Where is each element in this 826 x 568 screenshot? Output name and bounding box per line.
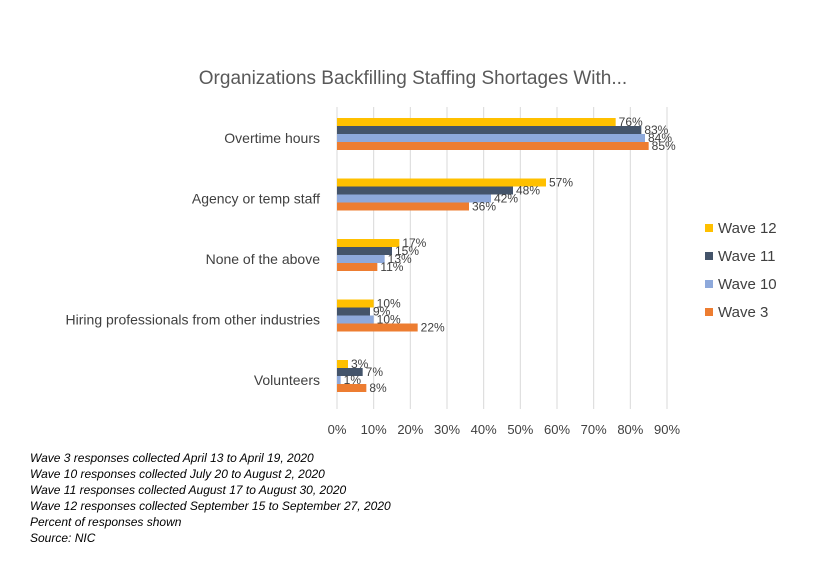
bar bbox=[337, 202, 469, 211]
legend-label: Wave 10 bbox=[718, 276, 777, 293]
bar-chart: 76%83%84%85%57%48%42%36%17%15%13%11%10%9… bbox=[66, 107, 777, 437]
data-label: 83% bbox=[644, 123, 668, 137]
data-label: 84% bbox=[648, 131, 672, 145]
legend-swatch bbox=[705, 252, 713, 260]
bar bbox=[337, 239, 400, 247]
data-label: 42% bbox=[494, 192, 518, 206]
legend[interactable]: Wave 12 Wave 11 Wave 10 Wave 3 bbox=[705, 220, 777, 321]
category-labels: Overtime hours Agency or temp staff None o… bbox=[66, 130, 321, 388]
gridlines bbox=[336, 107, 668, 409]
x-tick-label: 0% bbox=[328, 422, 347, 437]
chart-title: Organizations Backfilling Staffing Short… bbox=[198, 68, 628, 89]
footnotes: Wave 3 responses collected April 13 to A… bbox=[30, 450, 391, 546]
bar bbox=[337, 307, 370, 316]
footnote: Percent of responses shown bbox=[30, 515, 182, 529]
bar bbox=[337, 134, 645, 142]
data-label: 11% bbox=[380, 260, 403, 274]
footnote: Wave 11 responses collected August 17 to… bbox=[30, 483, 347, 497]
x-tick-label: 60% bbox=[544, 422, 570, 437]
x-tick-label: 50% bbox=[507, 422, 533, 437]
data-label: 17% bbox=[402, 236, 426, 250]
bar bbox=[337, 247, 392, 255]
footnote: Wave 3 responses collected April 13 to A… bbox=[30, 451, 314, 465]
legend-label: Wave 11 bbox=[718, 248, 776, 265]
bar bbox=[337, 263, 378, 271]
legend-label: Wave 3 bbox=[718, 304, 768, 321]
data-label: 36% bbox=[472, 200, 496, 214]
footnote: Wave 10 responses collected July 20 to A… bbox=[30, 467, 325, 481]
bar bbox=[337, 376, 341, 384]
bar bbox=[337, 299, 374, 308]
bar bbox=[337, 255, 385, 263]
bar bbox=[337, 186, 513, 195]
data-label: 3% bbox=[351, 357, 369, 371]
data-label: 76% bbox=[619, 115, 643, 129]
data-label: 9% bbox=[373, 305, 391, 319]
data-label: 10% bbox=[377, 297, 401, 311]
footnote: Source: NIC bbox=[30, 531, 96, 545]
legend-swatch bbox=[705, 224, 713, 232]
category-label: Agency or temp staff bbox=[192, 191, 320, 207]
category-label: Overtime hours bbox=[224, 130, 320, 146]
data-label: 13% bbox=[388, 252, 412, 266]
x-tick-label: 70% bbox=[581, 422, 607, 437]
bar bbox=[337, 194, 491, 203]
bar bbox=[337, 384, 367, 392]
x-axis-ticks: 0% 10% 20% 30% 40% 50% 60% 70% 80% 90% bbox=[328, 422, 681, 437]
data-label: 7% bbox=[366, 365, 384, 379]
bar bbox=[337, 368, 363, 376]
legend-swatch bbox=[705, 280, 713, 288]
bar bbox=[337, 178, 546, 187]
data-label: 57% bbox=[549, 176, 573, 190]
bar bbox=[337, 142, 649, 150]
data-labels: 76%83%84%85% 57% 48%42%36% 17%15%13%11% 10%9… bbox=[344, 115, 676, 395]
bar bbox=[337, 126, 642, 134]
bar bbox=[337, 360, 348, 368]
x-tick-label: 80% bbox=[617, 422, 643, 437]
category-label: None of the above bbox=[206, 251, 321, 267]
data-label: 1% bbox=[344, 373, 362, 387]
x-tick-label: 30% bbox=[434, 422, 460, 437]
category-label: Volunteers bbox=[254, 372, 320, 388]
data-label: 85% bbox=[652, 139, 676, 153]
footnote: Wave 12 responses collected September 15… bbox=[30, 499, 391, 513]
data-label: 10% bbox=[377, 313, 401, 327]
bars bbox=[337, 118, 649, 392]
category-label: Hiring professionals from other industri… bbox=[66, 312, 320, 328]
x-tick-label: 40% bbox=[471, 422, 497, 437]
data-label: 8% bbox=[369, 381, 387, 395]
data-label: 22% bbox=[421, 321, 445, 335]
bar bbox=[337, 323, 418, 332]
bar bbox=[337, 315, 374, 324]
x-tick-label: 10% bbox=[361, 422, 387, 437]
bar bbox=[337, 118, 616, 126]
legend-label: Wave 12 bbox=[718, 220, 777, 237]
x-tick-label: 90% bbox=[654, 422, 680, 437]
legend-swatch bbox=[705, 308, 713, 316]
data-label: 48% bbox=[516, 184, 540, 198]
x-tick-label: 20% bbox=[397, 422, 423, 437]
data-label: 15% bbox=[395, 244, 419, 258]
